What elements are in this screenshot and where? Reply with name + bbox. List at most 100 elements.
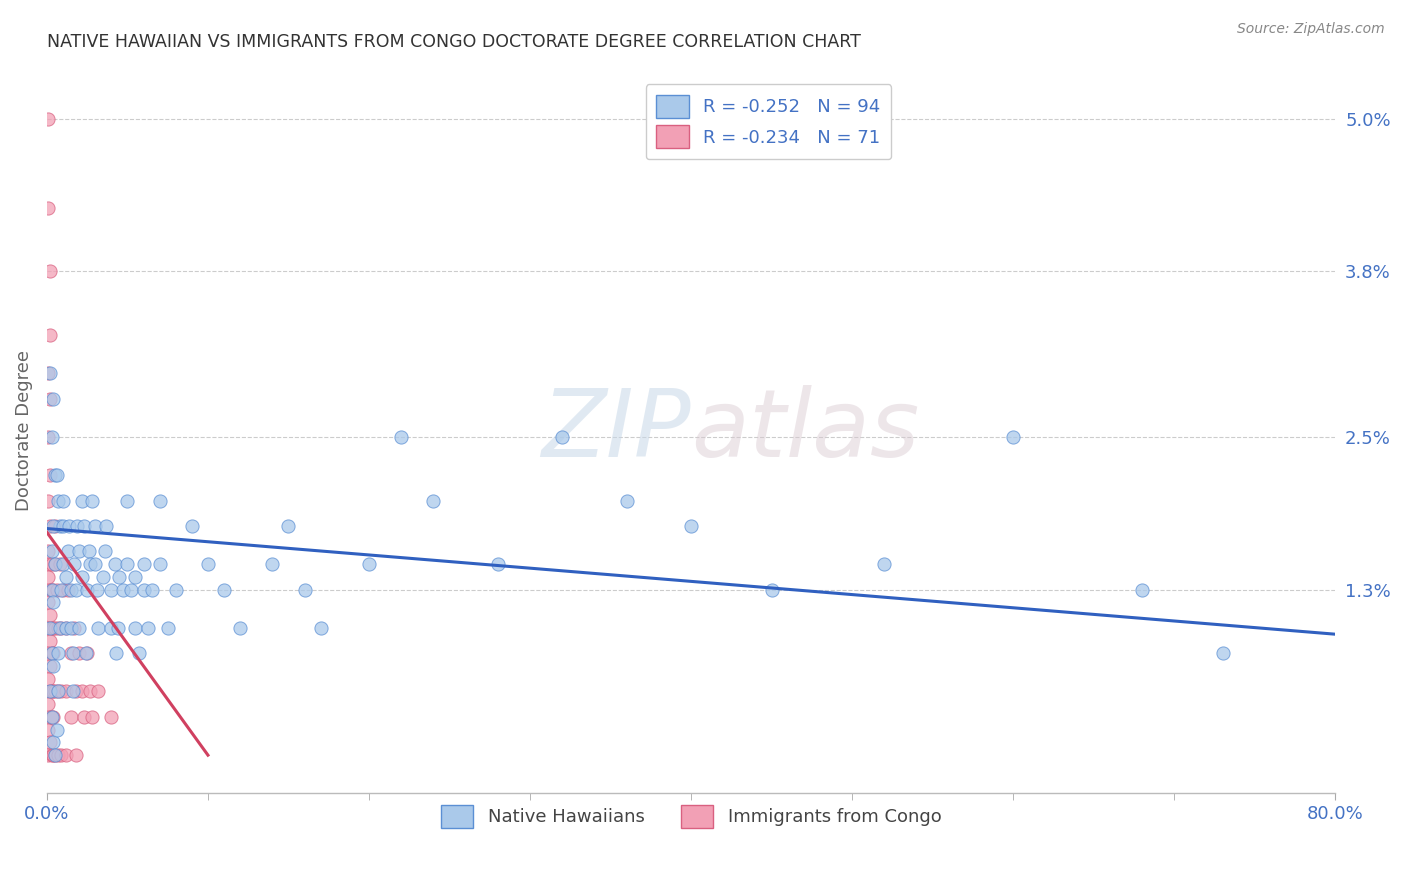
Point (37, 646, 59, 660)
Point (42, 519, 65, 533)
Point (42, 748, 65, 763)
Point (63, 557, 86, 571)
Point (42, 595, 65, 609)
Point (91, 570, 114, 584)
Point (117, 493, 139, 508)
Point (1212, 646, 1234, 660)
Point (72, 493, 94, 508)
Point (486, 557, 509, 571)
Point (46, 493, 69, 508)
Point (51, 582, 73, 597)
Point (39, 582, 62, 597)
Point (39, 684, 62, 698)
Point (67, 621, 90, 635)
Point (389, 430, 412, 444)
Point (45, 582, 67, 597)
Point (103, 557, 125, 571)
Point (141, 582, 163, 597)
Point (42, 710, 65, 724)
Text: Source: ZipAtlas.com: Source: ZipAtlas.com (1237, 22, 1385, 37)
Point (63, 621, 86, 635)
Point (51, 748, 73, 763)
Point (55, 621, 77, 635)
Point (100, 621, 122, 635)
Point (156, 621, 179, 635)
Point (1002, 430, 1025, 444)
Point (681, 519, 703, 533)
Point (45, 723, 67, 737)
Point (39, 264, 62, 278)
Point (49, 519, 72, 533)
Point (357, 557, 380, 571)
Point (72, 570, 94, 584)
Point (42, 735, 65, 749)
Point (107, 621, 129, 635)
Point (55, 621, 77, 635)
Point (60, 621, 83, 635)
Point (79, 557, 101, 571)
Point (149, 557, 172, 571)
Point (39, 366, 62, 380)
Point (1130, 582, 1153, 597)
Point (79, 684, 101, 698)
Point (60, 646, 83, 660)
Point (128, 646, 150, 660)
Point (94, 544, 117, 558)
Point (117, 557, 139, 571)
Point (41, 582, 63, 597)
Point (132, 582, 155, 597)
Point (39, 608, 62, 623)
Point (55, 570, 77, 584)
Point (39, 710, 62, 724)
Point (46, 646, 69, 660)
Point (49, 557, 72, 571)
Point (100, 582, 122, 597)
Legend: Native Hawaiians, Immigrants from Congo: Native Hawaiians, Immigrants from Congo (433, 797, 949, 835)
Point (46, 684, 69, 698)
Point (165, 582, 187, 597)
Point (44, 748, 66, 763)
Point (84, 519, 107, 533)
Point (124, 621, 146, 635)
Point (37, 672, 59, 686)
Point (51, 684, 73, 698)
Point (108, 570, 131, 584)
Point (66, 519, 89, 533)
Point (37, 570, 59, 584)
Point (41, 430, 63, 444)
Point (42, 646, 65, 660)
Point (46, 684, 69, 698)
Point (37, 201, 59, 215)
Point (52, 493, 75, 508)
Point (229, 621, 252, 635)
Point (55, 748, 77, 763)
Point (100, 710, 122, 724)
Point (39, 557, 62, 571)
Point (124, 570, 146, 584)
Point (62, 684, 84, 698)
Point (294, 582, 316, 597)
Point (37, 595, 59, 609)
Point (42, 392, 65, 406)
Point (37, 697, 59, 711)
Point (52, 582, 75, 597)
Text: NATIVE HAWAIIAN VS IMMIGRANTS FROM CONGO DOCTORATE DEGREE CORRELATION CHART: NATIVE HAWAIIAN VS IMMIGRANTS FROM CONGO… (46, 33, 860, 51)
Point (37, 544, 59, 558)
Point (60, 710, 83, 724)
Point (77, 544, 100, 558)
Point (41, 710, 63, 724)
Point (60, 582, 83, 597)
Point (67, 544, 90, 558)
Point (49, 621, 72, 635)
Point (39, 684, 62, 698)
Point (39, 735, 62, 749)
Point (42, 659, 65, 673)
Point (46, 621, 69, 635)
Point (39, 468, 62, 483)
Point (44, 519, 66, 533)
Point (41, 621, 63, 635)
Point (41, 646, 63, 660)
Point (76, 582, 98, 597)
Point (42, 582, 65, 597)
Point (84, 557, 107, 571)
